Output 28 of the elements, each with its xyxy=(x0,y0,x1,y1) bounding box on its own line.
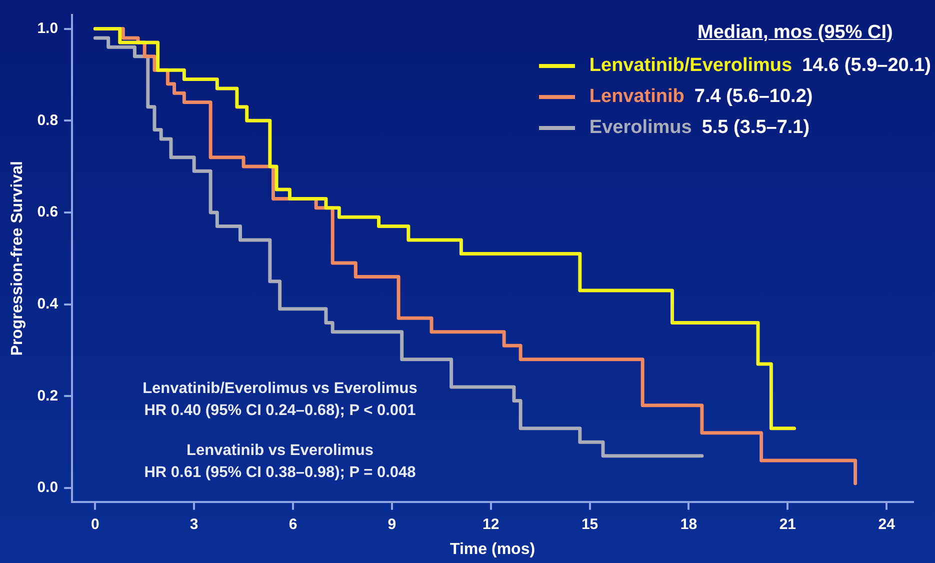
x-tick-label: 0 xyxy=(90,516,100,533)
y-tick-label: 0.0 xyxy=(37,479,58,496)
legend-label: Lenvatinib xyxy=(589,86,684,108)
y-tick-label: 0.4 xyxy=(37,295,59,312)
annotation: 7.4 (5.6–10.2) xyxy=(694,86,813,108)
x-tick-label: 9 xyxy=(388,516,396,533)
x-tick-label: 18 xyxy=(680,516,698,533)
y-tick-label: 0.2 xyxy=(37,387,58,404)
x-axis-title: Time (mos) xyxy=(450,540,536,558)
legend-label: Lenvatinib/Everolimus xyxy=(589,54,792,76)
annotation: Lenvatinib/Everolimus vs Everolimus xyxy=(142,379,418,399)
x-tick-label: 12 xyxy=(482,516,500,533)
annotation: HR 0.61 (95% CI 0.38–0.98); P = 0.048 xyxy=(143,463,417,483)
x-tick-label: 3 xyxy=(190,516,198,533)
y-tick-label: 0.8 xyxy=(37,112,58,129)
x-tick-label: 6 xyxy=(288,516,298,533)
x-tick-label: 15 xyxy=(581,516,598,533)
x-tick-label: 24 xyxy=(878,516,896,533)
y-tick-label: 1.0 xyxy=(37,20,58,37)
x-tick-label: 21 xyxy=(779,516,796,533)
annotation: 14.6 (5.9–20.1) xyxy=(802,54,931,76)
legend-title: Median, mos (95% CI) xyxy=(696,22,894,44)
y-tick-label: 0.6 xyxy=(37,204,58,221)
annotation: Lenvatinib vs Everolimus xyxy=(186,441,374,461)
y-axis-title: Progression-free Survival xyxy=(9,161,26,356)
annotation: 5.5 (3.5–7.1) xyxy=(702,116,810,138)
legend-label: Everolimus xyxy=(589,116,692,138)
annotation: HR 0.40 (95% CI 0.24–0.68); P < 0.001 xyxy=(143,401,417,421)
